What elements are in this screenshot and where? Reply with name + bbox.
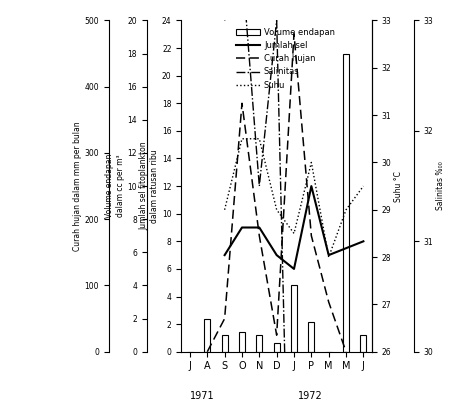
Text: 1972: 1972 <box>297 391 322 401</box>
Bar <box>204 319 210 352</box>
Bar <box>221 335 227 352</box>
Legend: Volume endapan, Jumlah sel, Curah hujan, Salinitas, Suhu: Volume endapan, Jumlah sel, Curah hujan,… <box>233 25 337 93</box>
Bar <box>342 54 348 352</box>
Y-axis label: Jumlah sel fitoplankton
dalam ratusan ribu: Jumlah sel fitoplankton dalam ratusan ri… <box>139 142 159 230</box>
Bar <box>273 344 279 352</box>
Bar <box>256 335 262 352</box>
Bar <box>290 285 297 352</box>
Y-axis label: Curah hujan dalam mm per bulan: Curah hujan dalam mm per bulan <box>72 121 81 251</box>
Bar <box>238 332 245 352</box>
Y-axis label: Salinitas %₀₀: Salinitas %₀₀ <box>436 162 445 211</box>
Y-axis label: Suhu °C: Suhu °C <box>394 171 403 202</box>
Y-axis label: Volume endapan
dalam cc per m³: Volume endapan dalam cc per m³ <box>105 154 125 218</box>
Bar <box>307 322 314 352</box>
Text: 1971: 1971 <box>190 391 215 401</box>
Bar <box>359 335 366 352</box>
